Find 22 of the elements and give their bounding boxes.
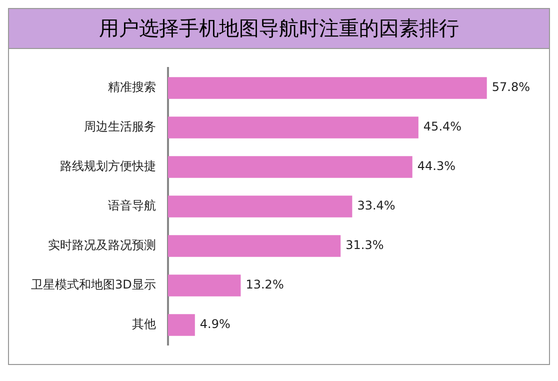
y-tick-label: 卫星模式和地图3D显示 [31, 278, 156, 292]
data-label: 31.3% [346, 238, 384, 252]
bar [168, 235, 341, 257]
bar [168, 274, 241, 296]
data-label: 13.2% [246, 278, 284, 292]
y-tick-label: 实时路况及路况预测 [48, 238, 156, 252]
y-tick-label: 路线规划方便快捷 [60, 159, 156, 174]
bar [168, 156, 412, 178]
bar [168, 77, 487, 99]
bar [168, 116, 418, 138]
y-tick-label: 周边生活服务 [84, 120, 156, 134]
bar [168, 314, 195, 336]
y-tick-label: 精准搜索 [108, 80, 156, 94]
data-label: 44.3% [417, 159, 456, 174]
chart-title: 用户选择手机地图导航时注重的因素排行 [9, 9, 549, 49]
data-label: 33.4% [357, 198, 396, 213]
y-tick-label: 其他 [132, 317, 156, 332]
data-label: 4.9% [200, 317, 230, 332]
bar [168, 196, 352, 218]
data-label: 57.8% [492, 80, 530, 94]
data-label: 45.4% [423, 120, 462, 134]
y-tick-label: 语音导航 [108, 198, 156, 213]
